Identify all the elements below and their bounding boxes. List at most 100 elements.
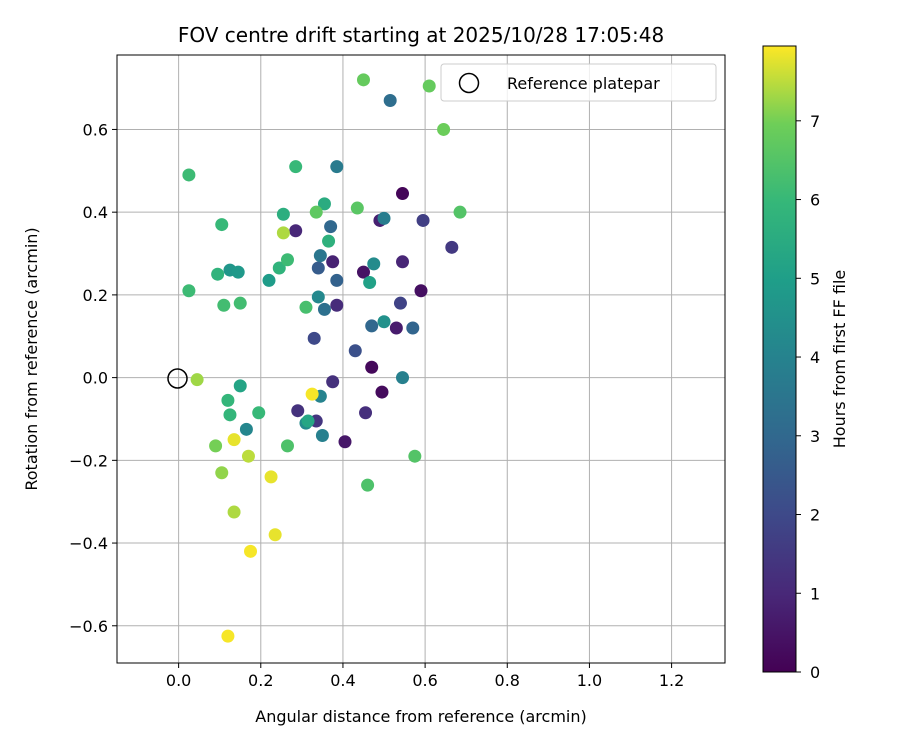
data-point: [264, 470, 278, 484]
data-point: [408, 449, 422, 463]
data-point: [356, 73, 370, 87]
data-point: [445, 240, 459, 254]
data-point: [396, 255, 410, 269]
data-point: [406, 321, 420, 335]
data-point: [365, 360, 379, 374]
x-tick-label: 0.6: [412, 671, 437, 690]
colorbar: 0 1 2 3 4 5 6 7 Hours from first FF file: [762, 45, 849, 682]
x-tick-label: 0.8: [495, 671, 520, 690]
data-point: [276, 226, 290, 240]
data-point: [215, 218, 229, 232]
data-point: [276, 207, 290, 221]
data-point: [361, 478, 375, 492]
data-point: [221, 393, 235, 407]
data-point: [367, 257, 381, 271]
y-axis-ticks: −0.6 −0.4 −0.2 0.0 0.2 0.4 0.6: [69, 120, 117, 636]
colorbar-tick-label: 2: [810, 506, 820, 525]
data-point: [217, 298, 231, 312]
reference-point-marker: [167, 368, 188, 389]
y-tick-label: −0.4: [69, 534, 108, 553]
legend: Reference platepar: [440, 63, 717, 102]
data-point: [383, 93, 397, 107]
data-point: [239, 422, 253, 436]
data-point: [209, 439, 223, 453]
data-point: [241, 449, 255, 463]
data-point: [221, 629, 235, 643]
legend-reference-marker-icon: [458, 72, 480, 94]
data-point: [377, 211, 391, 225]
data-point: [182, 168, 196, 182]
colorbar-tick-label: 0: [810, 663, 820, 682]
y-tick-label: 0.2: [83, 286, 108, 305]
data-point: [280, 253, 294, 267]
data-point: [348, 344, 362, 358]
x-tick-label: 0.4: [330, 671, 355, 690]
y-tick-label: −0.2: [69, 451, 108, 470]
data-point: [393, 296, 407, 310]
x-axis-ticks: 0.0 0.2 0.4 0.6 0.8 1.0 1.2: [166, 663, 684, 690]
data-point: [453, 205, 467, 219]
data-point: [299, 300, 313, 314]
data-point: [313, 249, 327, 263]
grid: [117, 55, 725, 663]
data-point: [268, 528, 282, 542]
plot-frame: [116, 54, 726, 664]
colorbar-tick-label: 1: [810, 584, 820, 603]
data-point: [311, 261, 325, 275]
colorbar-label: Hours from first FF file: [830, 270, 849, 449]
data-point: [317, 197, 331, 211]
data-point: [311, 290, 325, 304]
data-points: [182, 73, 467, 643]
data-point: [365, 319, 379, 333]
data-point: [422, 79, 436, 93]
data-point: [350, 201, 364, 215]
data-point: [389, 321, 403, 335]
data-point: [359, 406, 373, 420]
data-point: [356, 265, 370, 279]
data-point: [289, 224, 303, 238]
x-tick-label: 1.0: [577, 671, 602, 690]
data-point: [338, 435, 352, 449]
data-point: [437, 122, 451, 136]
legend-entry-reference-platepar: Reference platepar: [507, 74, 660, 93]
data-point: [190, 373, 204, 387]
colorbar-ticks: 0 1 2 3 4 5 6 7: [796, 112, 820, 682]
y-tick-label: −0.6: [69, 617, 108, 636]
data-point: [324, 220, 338, 234]
data-point: [322, 234, 336, 248]
data-point: [301, 414, 315, 428]
y-tick-label: 0.6: [83, 120, 108, 139]
colorbar-tick-label: 5: [810, 269, 820, 288]
data-point: [396, 371, 410, 385]
data-point: [272, 261, 286, 275]
y-axis-label: Rotation from reference (arcmin): [22, 227, 41, 490]
data-point: [330, 273, 344, 287]
data-point: [375, 385, 389, 399]
data-point: [317, 302, 331, 316]
data-point: [223, 408, 237, 422]
colorbar-gradient: [762, 45, 797, 673]
colorbar-tick-label: 6: [810, 191, 820, 210]
data-point: [414, 284, 428, 298]
data-point: [396, 187, 410, 201]
legend-box: [440, 63, 717, 102]
data-point: [326, 375, 340, 389]
data-point: [307, 331, 321, 345]
data-point: [309, 205, 323, 219]
data-point: [231, 265, 245, 279]
data-point: [244, 544, 258, 558]
x-axis-label: Angular distance from reference (arcmin): [255, 707, 586, 726]
data-point: [252, 406, 266, 420]
colorbar-tick-label: 7: [810, 112, 820, 131]
data-point: [280, 439, 294, 453]
data-point: [363, 275, 377, 289]
x-tick-label: 0.0: [166, 671, 191, 690]
data-point: [289, 160, 303, 174]
data-point: [315, 429, 329, 443]
data-point: [215, 466, 229, 480]
colorbar-tick-label: 3: [810, 427, 820, 446]
data-point: [182, 284, 196, 298]
data-point: [416, 213, 430, 227]
chart-title: FOV centre drift starting at 2025/10/28 …: [178, 23, 664, 47]
